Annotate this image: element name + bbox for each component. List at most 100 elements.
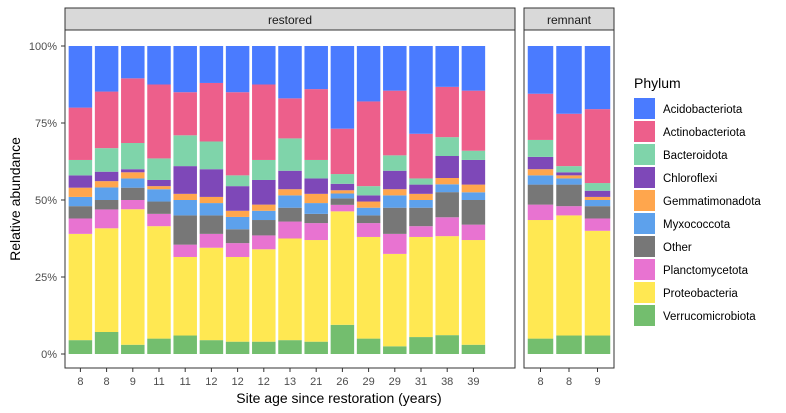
bar-segment-bacteroidota (409, 178, 433, 185)
bars-restored (68, 46, 486, 354)
bar-segment-myxococcota (278, 195, 302, 208)
bar-segment-other (356, 215, 381, 224)
x-axis-title: Site age since restoration (years) (236, 390, 441, 406)
legend-key-chloroflexi (634, 167, 655, 188)
bar-segment-acidobacteriota (304, 46, 328, 90)
bar-segment-verrucomicrobiota (409, 337, 433, 354)
bar-segment-myxococcota (199, 203, 224, 216)
bar-segment-bacteroidota (461, 150, 486, 160)
bar-segment-gemmatimonadota (252, 204, 276, 211)
bar-segment-other (68, 206, 93, 219)
bar-segment-other (121, 187, 145, 200)
bar-segment-myxococcota (94, 187, 119, 200)
bar-segment-planctomycetota (584, 218, 611, 231)
bar-segment-myxococcota (461, 192, 486, 200)
bar-segment-myxococcota (68, 196, 93, 207)
bar-segment-actinobacteriota (252, 84, 276, 160)
bar-segment-proteobacteria (556, 215, 582, 336)
bar-segment-actinobacteriota (147, 84, 171, 159)
bar-segment-proteobacteria (584, 230, 611, 336)
bar-segment-proteobacteria (199, 247, 224, 341)
bar-segment-proteobacteria (330, 211, 355, 325)
bar-segment-gemmatimonadota (527, 169, 554, 176)
bar-segment-bacteroidota (584, 183, 611, 191)
bar-segment-proteobacteria (252, 249, 276, 342)
bar-segment-other (409, 207, 433, 227)
bar-segment-acidobacteriota (556, 46, 582, 114)
x-tick-label: 29 (362, 376, 374, 388)
bar-segment-chloroflexi (225, 186, 250, 211)
legend: Phylum Acidobacteriota Actinobacteriota Ba… (634, 75, 761, 326)
bar-segment-other (556, 184, 582, 207)
bar-segment-bacteroidota (147, 158, 171, 180)
x-tick-label: 13 (284, 376, 296, 388)
bar-segment-actinobacteriota (278, 98, 302, 139)
bar-segment-other (147, 201, 171, 214)
legend-label-planctomycetota: Planctomycetota (663, 265, 749, 277)
bar-segment-actinobacteriota (356, 101, 381, 187)
bar-segment-proteobacteria (383, 253, 407, 347)
bar-segment-other (527, 184, 554, 205)
bar-segment-verrucomicrobiota (584, 335, 611, 354)
bar-segment-gemmatimonadota (304, 193, 328, 204)
bar-segment-acidobacteriota (330, 46, 355, 129)
bar-segment-acidobacteriota (527, 46, 554, 94)
bar-segment-verrucomicrobiota (252, 341, 276, 354)
bar-segment-acidobacteriota (435, 46, 459, 87)
legend-label-actinobacteriota: Actinobacteriota (663, 127, 746, 139)
legend-key-actinobacteriota (634, 121, 655, 142)
bar-segment-planctomycetota (383, 233, 407, 254)
x-tick-label: 29 (389, 376, 401, 388)
bar-segment-actinobacteriota (94, 91, 119, 149)
bar-segment-verrucomicrobiota (68, 340, 93, 354)
bar-segment-myxococcota (147, 189, 171, 202)
legend-key-acidobacteriota (634, 98, 655, 119)
bar-segment-bacteroidota (94, 148, 119, 172)
legend-key-myxococcota (634, 213, 655, 234)
bar-segment-gemmatimonadota (225, 210, 250, 217)
bar-segment-actinobacteriota (584, 109, 611, 184)
bar-segment-acidobacteriota (584, 46, 611, 110)
legend-key-planctomycetota (634, 259, 655, 280)
legend-key-gemmatimonadota (634, 190, 655, 211)
bar-segment-planctomycetota (556, 206, 582, 216)
y-axis: 0% 25% 50% 75% 100% (29, 41, 65, 361)
bar-segment-proteobacteria (435, 236, 459, 336)
bar-segment-bacteroidota (199, 141, 224, 170)
bar-segment-proteobacteria (121, 209, 145, 345)
bar-segment-chloroflexi (527, 156, 554, 170)
legend-key-other (634, 236, 655, 257)
bar-segment-gemmatimonadota (356, 201, 381, 208)
bar-segment-proteobacteria (173, 256, 197, 336)
bar-segment-chloroflexi (330, 183, 355, 191)
x-tick-label: 26 (336, 376, 348, 388)
bar-segment-chloroflexi (461, 159, 486, 185)
bar-segment-actinobacteriota (461, 90, 486, 151)
legend-items: Acidobacteriota Actinobacteriota Bacteroid… (634, 98, 761, 326)
bar-segment-planctomycetota (199, 233, 224, 248)
bar-segment-actinobacteriota (304, 89, 328, 160)
bar-segment-acidobacteriota (461, 46, 486, 91)
bar-segment-actinobacteriota (225, 92, 250, 176)
bar-segment-verrucomicrobiota (556, 335, 582, 354)
bar-segment-gemmatimonadota (94, 181, 119, 188)
bar-segment-proteobacteria (461, 240, 486, 345)
bar-segment-gemmatimonadota (173, 193, 197, 200)
bar-segment-myxococcota (409, 200, 433, 208)
bar-segment-bacteroidota (225, 175, 250, 187)
bar-segment-actinobacteriota (383, 90, 407, 156)
bar-segment-planctomycetota (304, 223, 328, 241)
bar-segment-planctomycetota (409, 226, 433, 237)
bar-segment-gemmatimonadota (147, 186, 171, 190)
bar-segment-proteobacteria (68, 233, 93, 341)
bar-segment-gemmatimonadota (330, 190, 355, 194)
bar-segment-chloroflexi (304, 178, 328, 194)
legend-label-verrucomicrobiota: Verrucomicrobiota (663, 311, 756, 323)
facet-label-remnant: remnant (547, 13, 592, 27)
bar-segment-verrucomicrobiota (330, 324, 355, 354)
bar-segment-myxococcota (383, 195, 407, 208)
bar-segment-bacteroidota (383, 155, 407, 171)
bar-segment-verrucomicrobiota (278, 340, 302, 354)
bar-segment-chloroflexi (409, 184, 433, 194)
